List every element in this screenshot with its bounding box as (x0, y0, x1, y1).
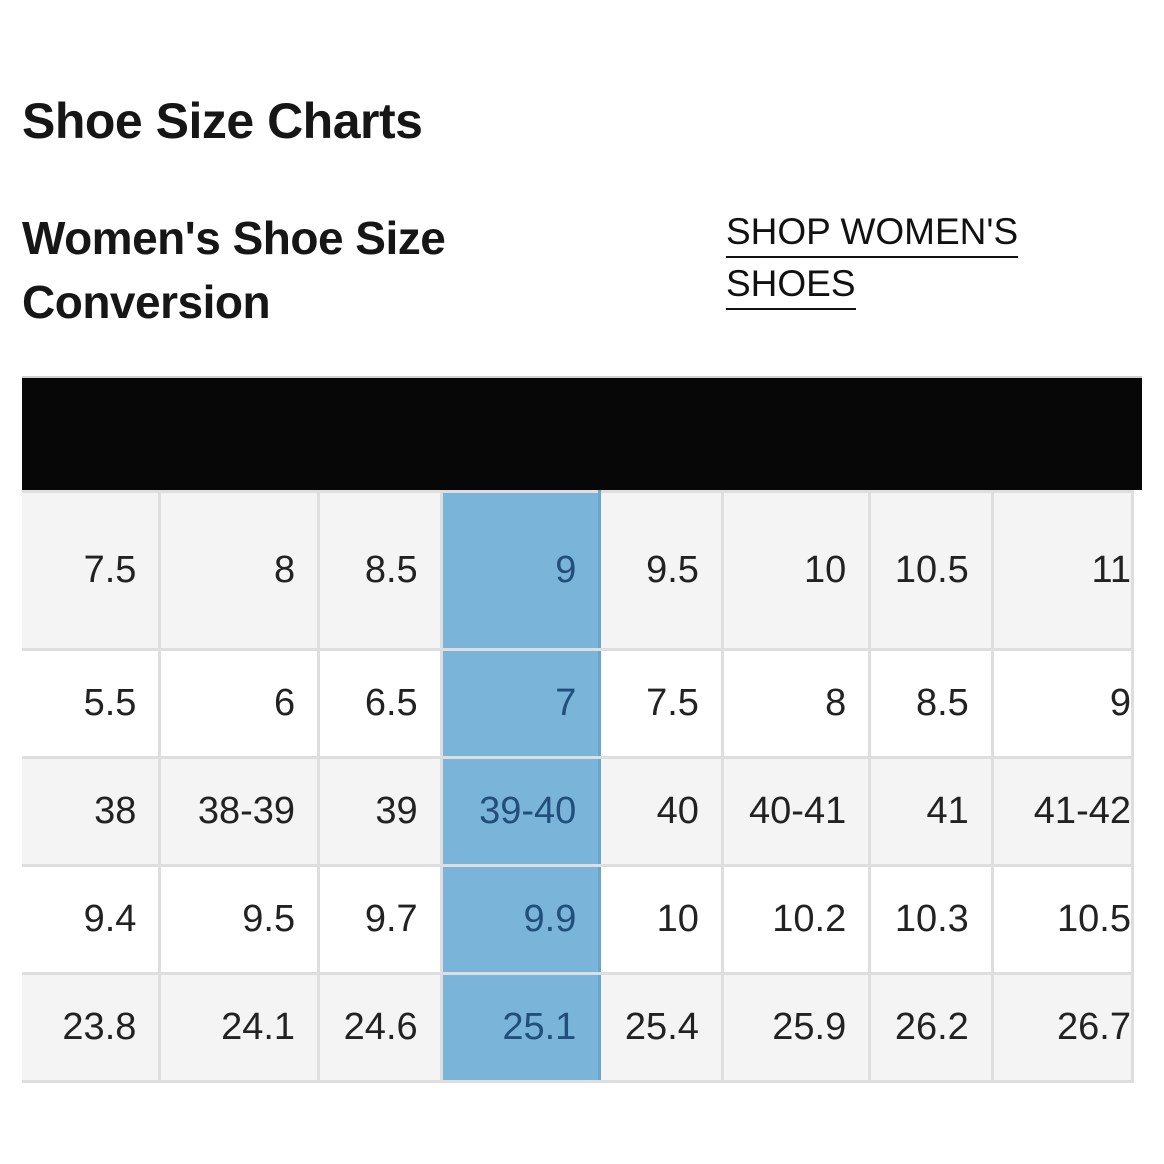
shop-link-label: SHOP WOMEN'S SHOES (726, 211, 1019, 310)
table-cell: 8 (720, 648, 872, 759)
size-grid: 7.5 8 8.5 9 9.5 10 10.5 11 5.5 6 6.5 7 7.5 8 8.5 9 38 38-… (22, 490, 1135, 1083)
uk-size-row: 5.5 6 6.5 7 7.5 8 8.5 9 (22, 648, 1135, 759)
shop-womens-shoes-link[interactable]: SHOP WOMEN'S SHOES (726, 206, 1046, 310)
table-cell: 11 (990, 490, 1135, 651)
table-header-bar (22, 376, 1142, 490)
table-cell: 41 (868, 756, 994, 867)
table-cell: 8.5 (317, 490, 443, 651)
table-cell: 38-39 (158, 756, 321, 867)
table-cell: 8.5 (868, 648, 994, 759)
table-cell: 6 (158, 648, 321, 759)
table-cell: 26.2 (868, 972, 994, 1083)
table-cell: 9.4 (22, 864, 162, 975)
table-cell: 10.5 (868, 490, 994, 651)
table-cell: 24.6 (317, 972, 443, 1083)
table-cell: 7.5 (22, 490, 162, 651)
size-conversion-table: 7.5 8 8.5 9 9.5 10 10.5 11 5.5 6 6.5 7 7.5 8 8.5 9 38 38-… (22, 376, 1142, 1086)
table-cell: 9 (990, 648, 1135, 759)
table-cell: 10 (720, 490, 872, 651)
table-cell: 26.7 (990, 972, 1135, 1083)
table-cell: 6.5 (317, 648, 443, 759)
table-cell: 5.5 (22, 648, 162, 759)
table-cell: 10.5 (990, 864, 1135, 975)
table-cell: 10 (598, 864, 724, 975)
cm-row: 23.8 24.1 24.6 25.1 25.4 25.9 26.2 26.7 (22, 972, 1135, 1083)
table-cell: 40 (598, 756, 724, 867)
table-cell: 39-40 (439, 756, 602, 867)
page-title: Shoe Size Charts (22, 93, 423, 149)
table-cell: 23.8 (22, 972, 162, 1083)
table-cell: 9.5 (158, 864, 321, 975)
table-cell: 25.1 (439, 972, 602, 1083)
us-size-row: 7.5 8 8.5 9 9.5 10 10.5 11 (22, 490, 1135, 651)
table-cell: 7 (439, 648, 602, 759)
section-title: Women's Shoe Size Conversion (22, 212, 446, 328)
table-cell: 7.5 (598, 648, 724, 759)
table-cell: 39 (317, 756, 443, 867)
table-cell: 9.7 (317, 864, 443, 975)
table-cell: 9.5 (598, 490, 724, 651)
table-cell: 25.9 (720, 972, 872, 1083)
inches-row: 9.4 9.5 9.7 9.9 10 10.2 10.3 10.5 (22, 864, 1135, 975)
table-cell: 9.9 (439, 864, 602, 975)
table-cell: 10.2 (720, 864, 872, 975)
table-cell: 41-42 (990, 756, 1135, 867)
table-cell: 9 (439, 490, 602, 651)
table-cell: 40-41 (720, 756, 872, 867)
table-cell: 24.1 (158, 972, 321, 1083)
table-cell: 38 (22, 756, 162, 867)
eu-size-row: 38 38-39 39 39-40 40 40-41 41 41-42 (22, 756, 1135, 867)
table-cell: 10.3 (868, 864, 994, 975)
table-cell: 25.4 (598, 972, 724, 1083)
table-cell: 8 (158, 490, 321, 651)
